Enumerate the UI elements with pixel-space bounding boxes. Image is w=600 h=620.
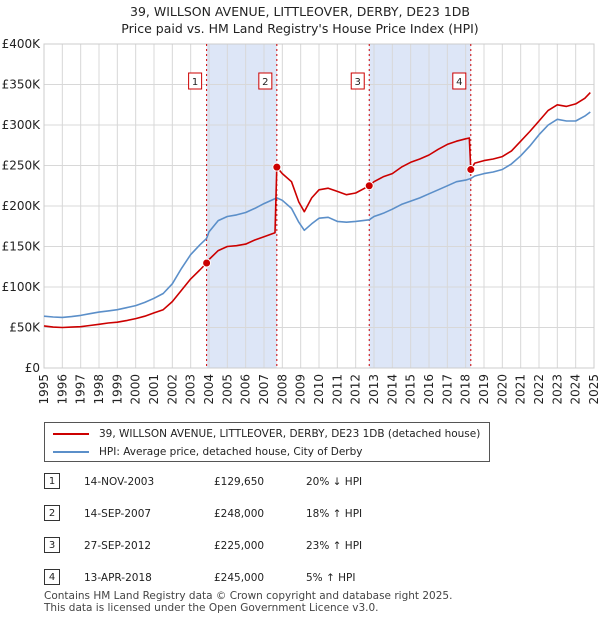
sale-number-badge: 1: [44, 473, 60, 489]
x-tick-label: 2006: [239, 374, 253, 405]
x-tick-label: 2023: [550, 374, 564, 405]
y-tick-label: £300K: [2, 118, 42, 132]
sale-point: [202, 258, 212, 268]
x-tick-label: 2011: [330, 374, 344, 405]
sale-number-badge: 2: [44, 505, 60, 521]
x-tick-label: 2010: [312, 374, 326, 405]
x-tick-label: 2020: [495, 374, 509, 405]
plot-border: [43, 43, 595, 369]
legend-label-hpi: HPI: Average price, detached house, City…: [99, 446, 363, 458]
legend-swatch-blue: [53, 451, 89, 453]
sale-number-badge: 4: [44, 569, 60, 585]
sale-points: [202, 162, 476, 268]
y-tick-label: £350K: [2, 78, 42, 92]
x-axis: 1995 1996 1997 1998 1999 2000 2001 2002 2003 2004…: [37, 374, 600, 405]
sale-label-number: 1: [192, 77, 198, 88]
chart-title-line1: 39, WILLSON AVENUE, LITTLEOVER, DERBY, D…: [130, 4, 470, 19]
series-line-hpi: [43, 111, 591, 319]
sale-point: [364, 181, 374, 191]
sale-row: 2 14-SEP-2007 £248,000 18% ↑ HPI: [44, 502, 464, 526]
legend: 39, WILLSON AVENUE, LITTLEOVER, DERBY, D…: [44, 422, 490, 462]
y-tick-label: £50K: [9, 321, 41, 335]
price-chart: 1 2 3 4 £0 £50K £100K £150K £200K £250K £300K £350…: [2, 37, 600, 405]
y-tick-label: £100K: [2, 280, 42, 294]
sale-date: 13-APR-2018: [84, 572, 152, 584]
footer: Contains HM Land Registry data © Crown c…: [44, 590, 452, 614]
x-tick-label: 2022: [532, 374, 546, 405]
y-tick-label: £200K: [2, 199, 42, 213]
x-tick-label: 2012: [349, 374, 363, 405]
y-tick-label: £0: [25, 361, 40, 375]
chart-title: 39, WILLSON AVENUE, LITTLEOVER, DERBY, D…: [0, 3, 600, 37]
x-tick-label: 2000: [129, 374, 143, 405]
y-tick-label: £400K: [2, 37, 42, 51]
y-tick-label: £250K: [2, 159, 42, 173]
sale-hpi-diff: 18% ↑ HPI: [306, 508, 363, 520]
sale-label-box: [452, 72, 467, 90]
x-tick-label: 2025: [587, 374, 600, 405]
legend-item-hpi: HPI: Average price, detached house, City…: [53, 444, 362, 460]
footer-license: This data is licensed under the Open Gov…: [44, 602, 379, 614]
sale-label-number: 3: [355, 77, 361, 88]
sale-hpi-diff: 20% ↓ HPI: [306, 476, 363, 488]
x-tick-label: 1997: [74, 374, 88, 405]
x-tick-label: 2014: [385, 374, 399, 405]
y-tick-label: £150K: [2, 240, 42, 254]
sale-row: 3 27-SEP-2012 £225,000 23% ↑ HPI: [44, 534, 464, 558]
x-tick-label: 2009: [294, 374, 308, 405]
sale-date: 14-SEP-2007: [84, 508, 152, 520]
x-tick-label: 1995: [37, 374, 51, 405]
x-tick-label: 1999: [110, 374, 124, 405]
chart-title-line2: Price paid vs. HM Land Registry's House …: [121, 21, 479, 36]
sale-row: 1 14-NOV-2003 £129,650 20% ↓ HPI: [44, 470, 464, 494]
grid-lines: [43, 43, 595, 369]
x-tick-label: 2016: [422, 374, 436, 405]
x-tick-label: 2015: [404, 374, 418, 405]
x-tick-label: 1998: [92, 374, 106, 405]
y-axis: £0 £50K £100K £150K £200K £250K £300K £350K £400…: [2, 37, 42, 375]
x-tick-label: 2002: [165, 374, 179, 405]
x-tick-label: 2019: [477, 374, 491, 405]
legend-swatch-red: [53, 433, 89, 435]
legend-label-property: 39, WILLSON AVENUE, LITTLEOVER, DERBY, D…: [99, 428, 481, 440]
x-tick-label: 2004: [202, 374, 216, 405]
x-tick-label: 2024: [569, 374, 583, 405]
x-tick-label: 2003: [184, 374, 198, 405]
x-tick-label: 1996: [55, 374, 69, 405]
x-tick-label: 2018: [459, 374, 473, 405]
sale-label-number: 2: [262, 77, 268, 88]
footer-copyright: Contains HM Land Registry data © Crown c…: [44, 590, 453, 602]
legend-item-property: 39, WILLSON AVENUE, LITTLEOVER, DERBY, D…: [53, 426, 480, 442]
x-tick-label: 2008: [275, 374, 289, 405]
x-tick-label: 2001: [147, 374, 161, 405]
sale-price: £248,000: [214, 508, 265, 520]
x-tick-label: 2017: [440, 374, 454, 405]
sale-hpi-diff: 5% ↑ HPI: [306, 572, 356, 584]
x-tick-label: 2013: [367, 374, 381, 405]
sale-label-box: [350, 72, 365, 90]
sale-label-number: 4: [456, 77, 462, 88]
series-lines: [43, 92, 591, 329]
series-line-property: [43, 92, 591, 329]
sale-number-badge: 3: [44, 537, 60, 553]
sale-row: 4 13-APR-2018 £245,000 5% ↑ HPI: [44, 566, 464, 590]
sale-label-box: [258, 72, 273, 90]
sale-price: £245,000: [214, 572, 265, 584]
x-tick-label: 2007: [257, 374, 271, 405]
sale-guide-lines: [206, 44, 472, 368]
sale-hpi-diff: 23% ↑ HPI: [306, 540, 363, 552]
x-tick-label: 2005: [220, 374, 234, 405]
sale-point: [466, 165, 476, 175]
sale-price: £129,650: [214, 476, 265, 488]
sale-point: [272, 162, 282, 172]
sale-price: £225,000: [214, 540, 265, 552]
sale-label-box: [188, 72, 203, 90]
sale-labels: 1 2 3 4: [188, 72, 467, 90]
sale-date: 14-NOV-2003: [84, 476, 155, 488]
x-tick-label: 2021: [514, 374, 528, 405]
sale-date: 27-SEP-2012: [84, 540, 152, 552]
